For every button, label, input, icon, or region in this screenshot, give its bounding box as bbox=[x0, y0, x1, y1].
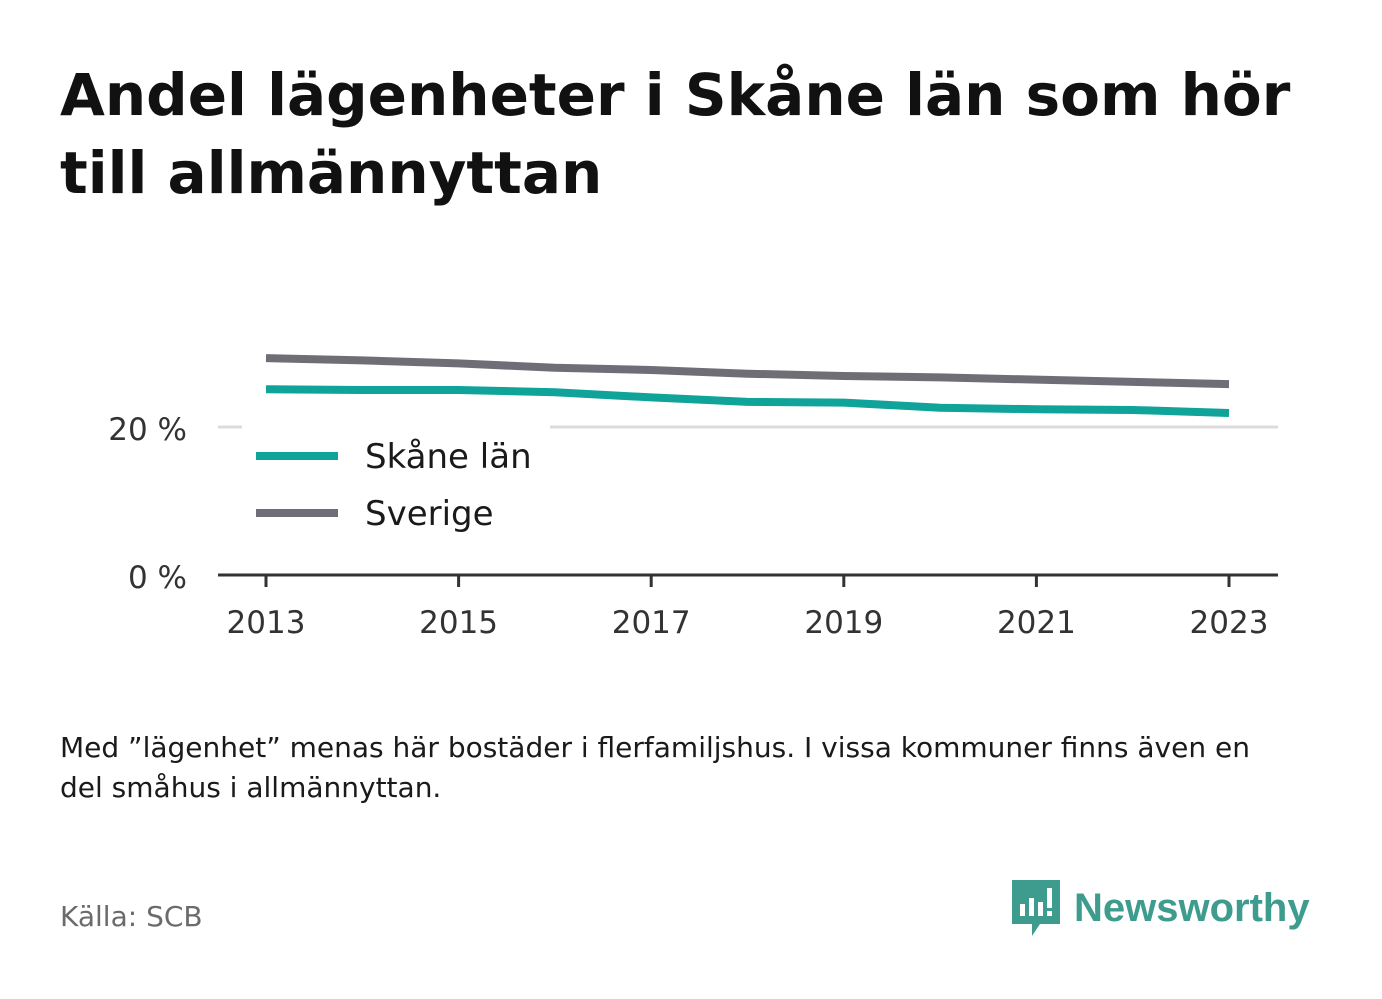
x-tick-label: 2021 bbox=[997, 605, 1076, 641]
legend-label: Skåne län bbox=[365, 437, 532, 477]
series-line bbox=[265, 354, 1230, 389]
newsworthy-logo-icon bbox=[1012, 880, 1060, 936]
line-chart: 2013 2015 2017 2019 2021 2023 0 % 20 % Skåne l… bbox=[108, 354, 1278, 641]
chart-note: Med ”lägenhet” menas här bostäder i fler… bbox=[60, 731, 1250, 804]
y-axis: 0 % 20 % bbox=[108, 412, 187, 596]
y-tick-label: 0 % bbox=[128, 560, 187, 596]
brand-name: Newsworthy bbox=[1074, 885, 1310, 930]
legend: Skåne län Sverige bbox=[242, 424, 550, 550]
series-line bbox=[265, 385, 1230, 417]
y-tick-label: 20 % bbox=[108, 412, 187, 448]
legend-label: Sverige bbox=[365, 494, 494, 534]
x-axis: 2013 2015 2017 2019 2021 2023 bbox=[218, 573, 1278, 641]
x-tick-label: 2015 bbox=[419, 605, 498, 641]
x-tick-label: 2013 bbox=[227, 605, 306, 641]
x-tick-label: 2019 bbox=[804, 605, 883, 641]
brand-logo: Newsworthy bbox=[1010, 878, 1310, 938]
x-tick-label: 2017 bbox=[612, 605, 691, 641]
source-label: Källa: SCB bbox=[60, 900, 203, 933]
chart-title: Andel lägenheter i Skåne län som hör til… bbox=[60, 61, 1291, 207]
series-lines bbox=[265, 354, 1230, 417]
x-tick-label: 2023 bbox=[1190, 605, 1269, 641]
legend-background bbox=[242, 424, 550, 550]
